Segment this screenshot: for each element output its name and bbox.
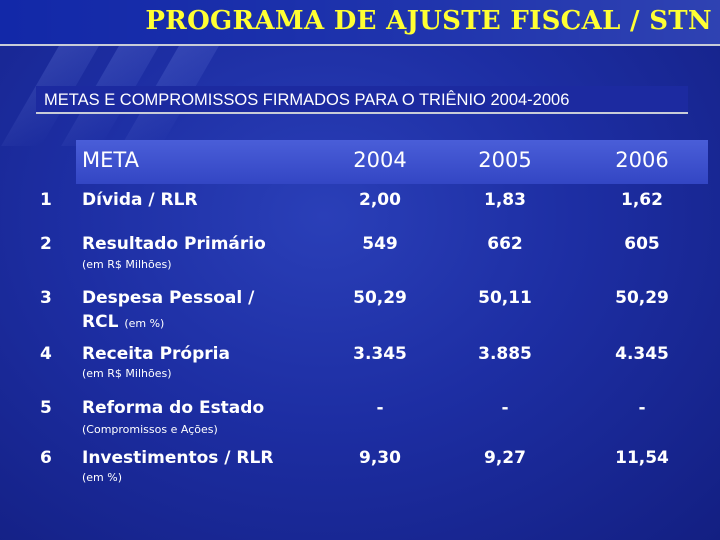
value-2006: 50,29 [615, 288, 669, 308]
row-unit-note: (em %) [124, 317, 165, 330]
row-number: 3 [40, 288, 52, 308]
value-2005: - [501, 398, 509, 418]
value-2005: 662 [487, 234, 523, 254]
row-label-line2: RCL [82, 312, 119, 332]
value-2006: - [638, 398, 646, 418]
row-number: 2 [40, 234, 52, 254]
slide-title: PROGRAMA DE AJUSTE FISCAL / STN [145, 6, 712, 36]
header-meta: META [82, 148, 139, 172]
header-2005: 2005 [478, 148, 532, 172]
row-unit-note: (Compromissos e Ações) [82, 423, 218, 436]
row-unit-note: (em %) [82, 471, 123, 484]
row-number: 1 [40, 190, 52, 210]
row-unit-note: (em R$ Milhões) [82, 258, 172, 271]
row-label: Receita Própria [82, 344, 230, 364]
value-2004: - [376, 398, 384, 418]
value-2006: 11,54 [615, 448, 669, 468]
value-2004: 549 [362, 234, 398, 254]
title-bar: PROGRAMA DE AJUSTE FISCAL / STN [0, 0, 720, 46]
row-label: Investimentos / RLR [82, 448, 274, 468]
header-2006: 2006 [615, 148, 669, 172]
value-2005: 3.885 [478, 344, 532, 364]
row-number: 6 [40, 448, 52, 468]
table-header-row [76, 140, 708, 184]
row-label: Despesa Pessoal / [82, 288, 255, 308]
value-2004: 9,30 [359, 448, 401, 468]
value-2006: 605 [624, 234, 660, 254]
row-number: 4 [40, 344, 52, 364]
value-2005: 50,11 [478, 288, 532, 308]
row-number: 5 [40, 398, 52, 418]
row-unit-note: (em R$ Milhões) [82, 367, 172, 380]
value-2006: 1,62 [621, 190, 663, 210]
slide-subtitle: METAS E COMPROMISSOS FIRMADOS PARA O TRI… [36, 86, 688, 114]
row-label: Resultado Primário [82, 234, 266, 254]
row-label: Reforma do Estado [82, 398, 265, 418]
value-2004: 2,00 [359, 190, 401, 210]
value-2005: 1,83 [484, 190, 526, 210]
value-2004: 50,29 [353, 288, 407, 308]
value-2006: 4.345 [615, 344, 669, 364]
value-2004: 3.345 [353, 344, 407, 364]
value-2005: 9,27 [484, 448, 526, 468]
title-bar-shade [0, 0, 720, 44]
header-2004: 2004 [353, 148, 407, 172]
row-label: Dívida / RLR [82, 190, 198, 210]
row-label-continued: RCL (em %) [82, 312, 164, 332]
